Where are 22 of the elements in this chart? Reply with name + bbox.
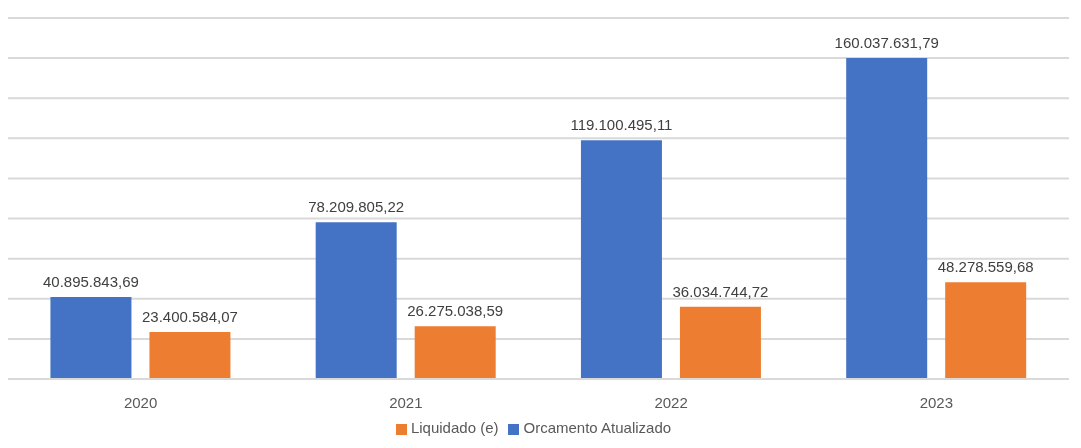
data-label: 160.037.631,79 (834, 34, 939, 52)
data-label: 40.895.843,69 (42, 272, 139, 290)
x-tick-label: 2021 (389, 393, 423, 411)
data-label: 48.278.559,68 (937, 258, 1034, 276)
data-label: 78.209.805,22 (308, 198, 405, 216)
x-tick-label: 2022 (654, 393, 688, 411)
bar (580, 140, 662, 379)
legend-label: Liquidado (e) (410, 419, 499, 436)
bar (149, 332, 231, 379)
bar (414, 326, 496, 379)
data-label: 26.275.038,59 (407, 302, 504, 320)
data-label: 36.034.744,72 (672, 282, 769, 300)
legend-label: Orcamento Atualizado (523, 419, 672, 436)
bar (315, 222, 397, 379)
x-tick-label: 2020 (123, 393, 158, 411)
x-tick-label: 2023 (919, 393, 954, 411)
bar (50, 296, 132, 379)
bar (846, 58, 928, 379)
data-label: 119.100.495,11 (570, 116, 673, 134)
bar (679, 306, 761, 379)
data-label: 23.400.584,07 (141, 308, 238, 326)
bar (945, 282, 1027, 379)
